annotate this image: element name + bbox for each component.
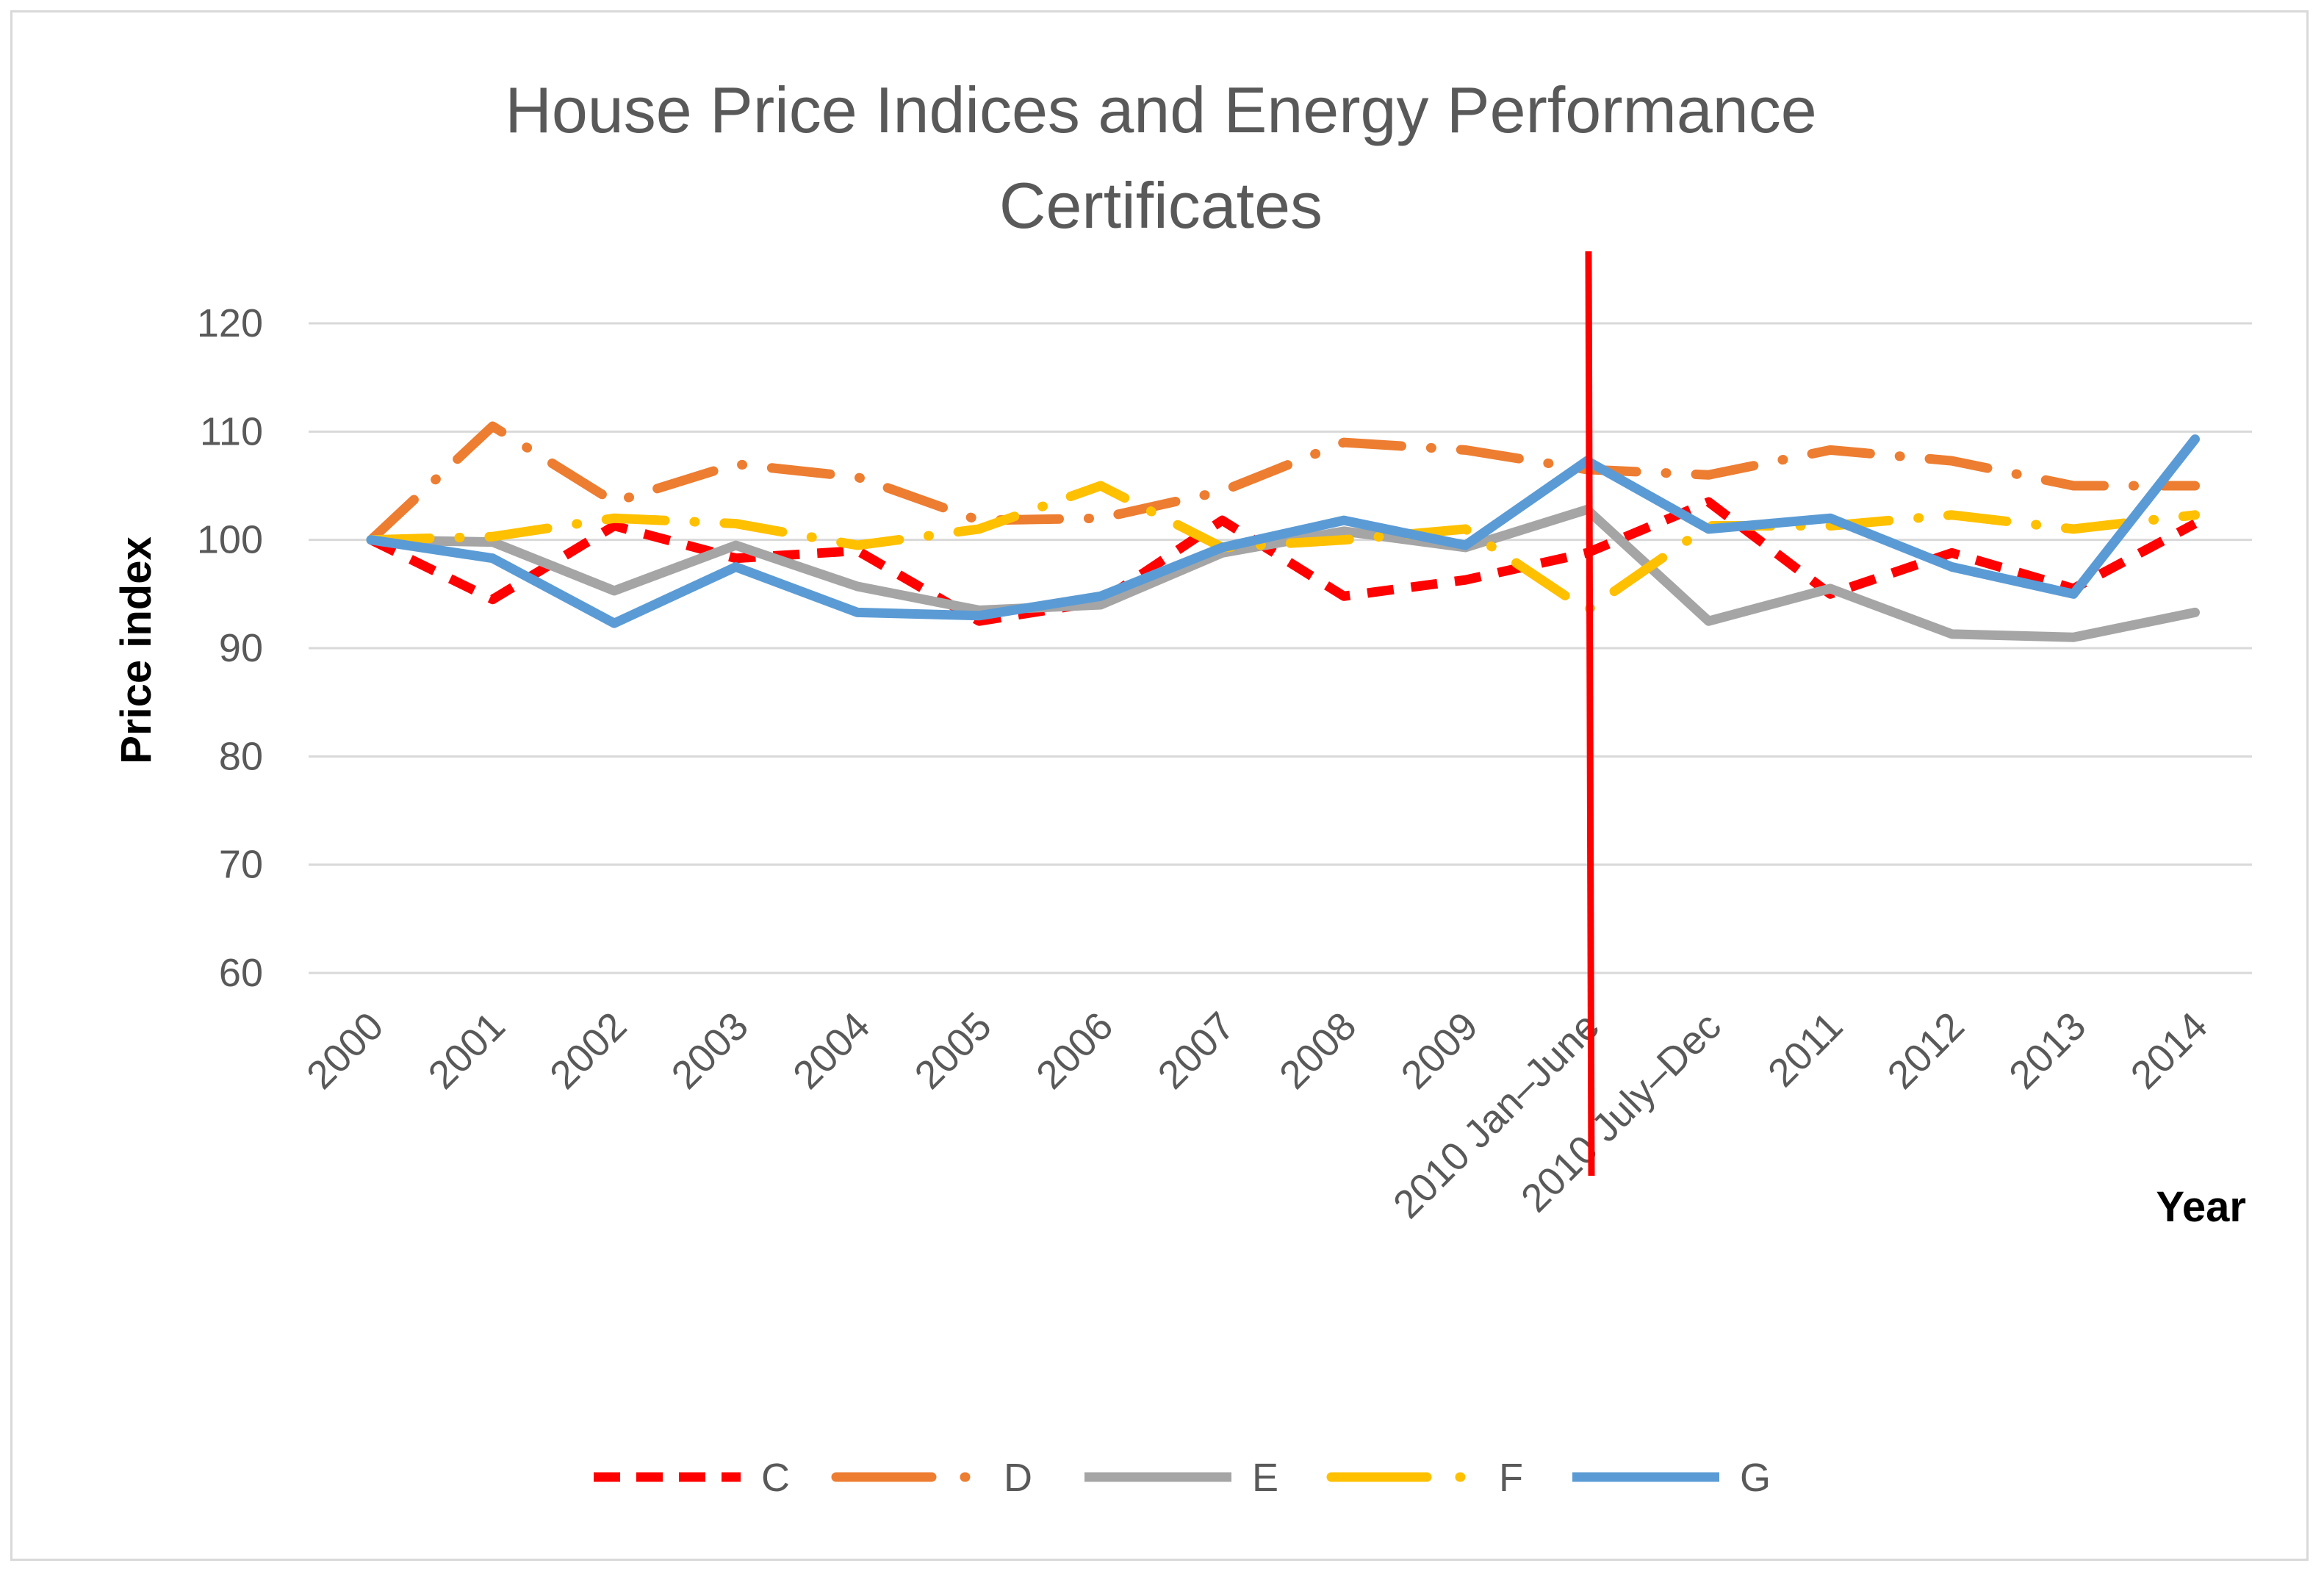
x-tick-label: 2011 — [1760, 1004, 1852, 1096]
legend-label: C — [761, 1456, 790, 1500]
marker-line-layer — [1585, 251, 1595, 1177]
chart-title: House Price Indices and Energy Performan… — [505, 73, 1816, 242]
x-tick-label: 2006 — [1028, 1004, 1121, 1097]
legend-label: E — [1252, 1456, 1278, 1500]
chart-title-line-2: Certificates — [999, 169, 1323, 242]
series-lines — [366, 421, 2200, 642]
x-tick-label: 2008 — [1271, 1004, 1364, 1097]
x-tick-label: 2002 — [542, 1004, 635, 1097]
x-tick-label: 2004 — [785, 1004, 878, 1097]
y-tick-label: 60 — [219, 951, 263, 995]
series-line-D — [366, 421, 2200, 545]
legend-item-D: D — [831, 1456, 1032, 1500]
legend-item-C: C — [594, 1456, 790, 1500]
series-line-F — [366, 481, 2200, 615]
x-tick-label: 2001 — [420, 1004, 514, 1097]
x-tick-label: 2007 — [1150, 1004, 1243, 1097]
x-tick-label: 2005 — [907, 1004, 1000, 1097]
y-axis-label: Price index — [112, 536, 160, 764]
marker-vertical-line — [1585, 251, 1595, 1177]
series-line-E — [366, 504, 2200, 642]
legend-label: G — [1740, 1456, 1771, 1500]
x-tick-label: 2000 — [298, 1004, 392, 1097]
x-tick-label: 2013 — [2001, 1004, 2094, 1097]
legend-label: D — [1004, 1456, 1032, 1500]
y-tick-label: 110 — [200, 409, 263, 453]
y-tick-label: 80 — [219, 734, 263, 778]
gridlines — [309, 322, 2252, 974]
x-tick-label: 2003 — [663, 1004, 757, 1097]
series-line-G — [366, 434, 2200, 628]
y-tick-label: 120 — [197, 301, 263, 345]
x-tick-label: 2012 — [1879, 1004, 1973, 1097]
legend: C D E F G — [594, 1456, 1771, 1500]
x-tick-label: 2014 — [2123, 1004, 2216, 1097]
x-axis-ticks: 2000 2001 2002 2003 2004 2005 2006 2007 2008 2009… — [298, 1004, 2216, 1227]
y-axis-ticks: 60 70 80 90 100 110 120 — [197, 301, 263, 995]
y-tick-label: 70 — [219, 843, 263, 887]
chart-frame — [10, 10, 2309, 1561]
legend-item-F: F — [1326, 1456, 1523, 1500]
legend-item-G: G — [1572, 1456, 1771, 1500]
y-tick-label: 100 — [197, 518, 263, 562]
legend-item-E: E — [1084, 1456, 1278, 1500]
x-axis-label: Year — [2156, 1183, 2246, 1231]
chart-title-line-1: House Price Indices and Energy Performan… — [505, 73, 1816, 146]
x-tick-label: 2010 Jan–June — [1385, 1004, 1608, 1227]
legend-label: F — [1499, 1456, 1523, 1500]
y-tick-label: 90 — [219, 626, 263, 670]
x-tick-label: 2009 — [1393, 1004, 1486, 1097]
